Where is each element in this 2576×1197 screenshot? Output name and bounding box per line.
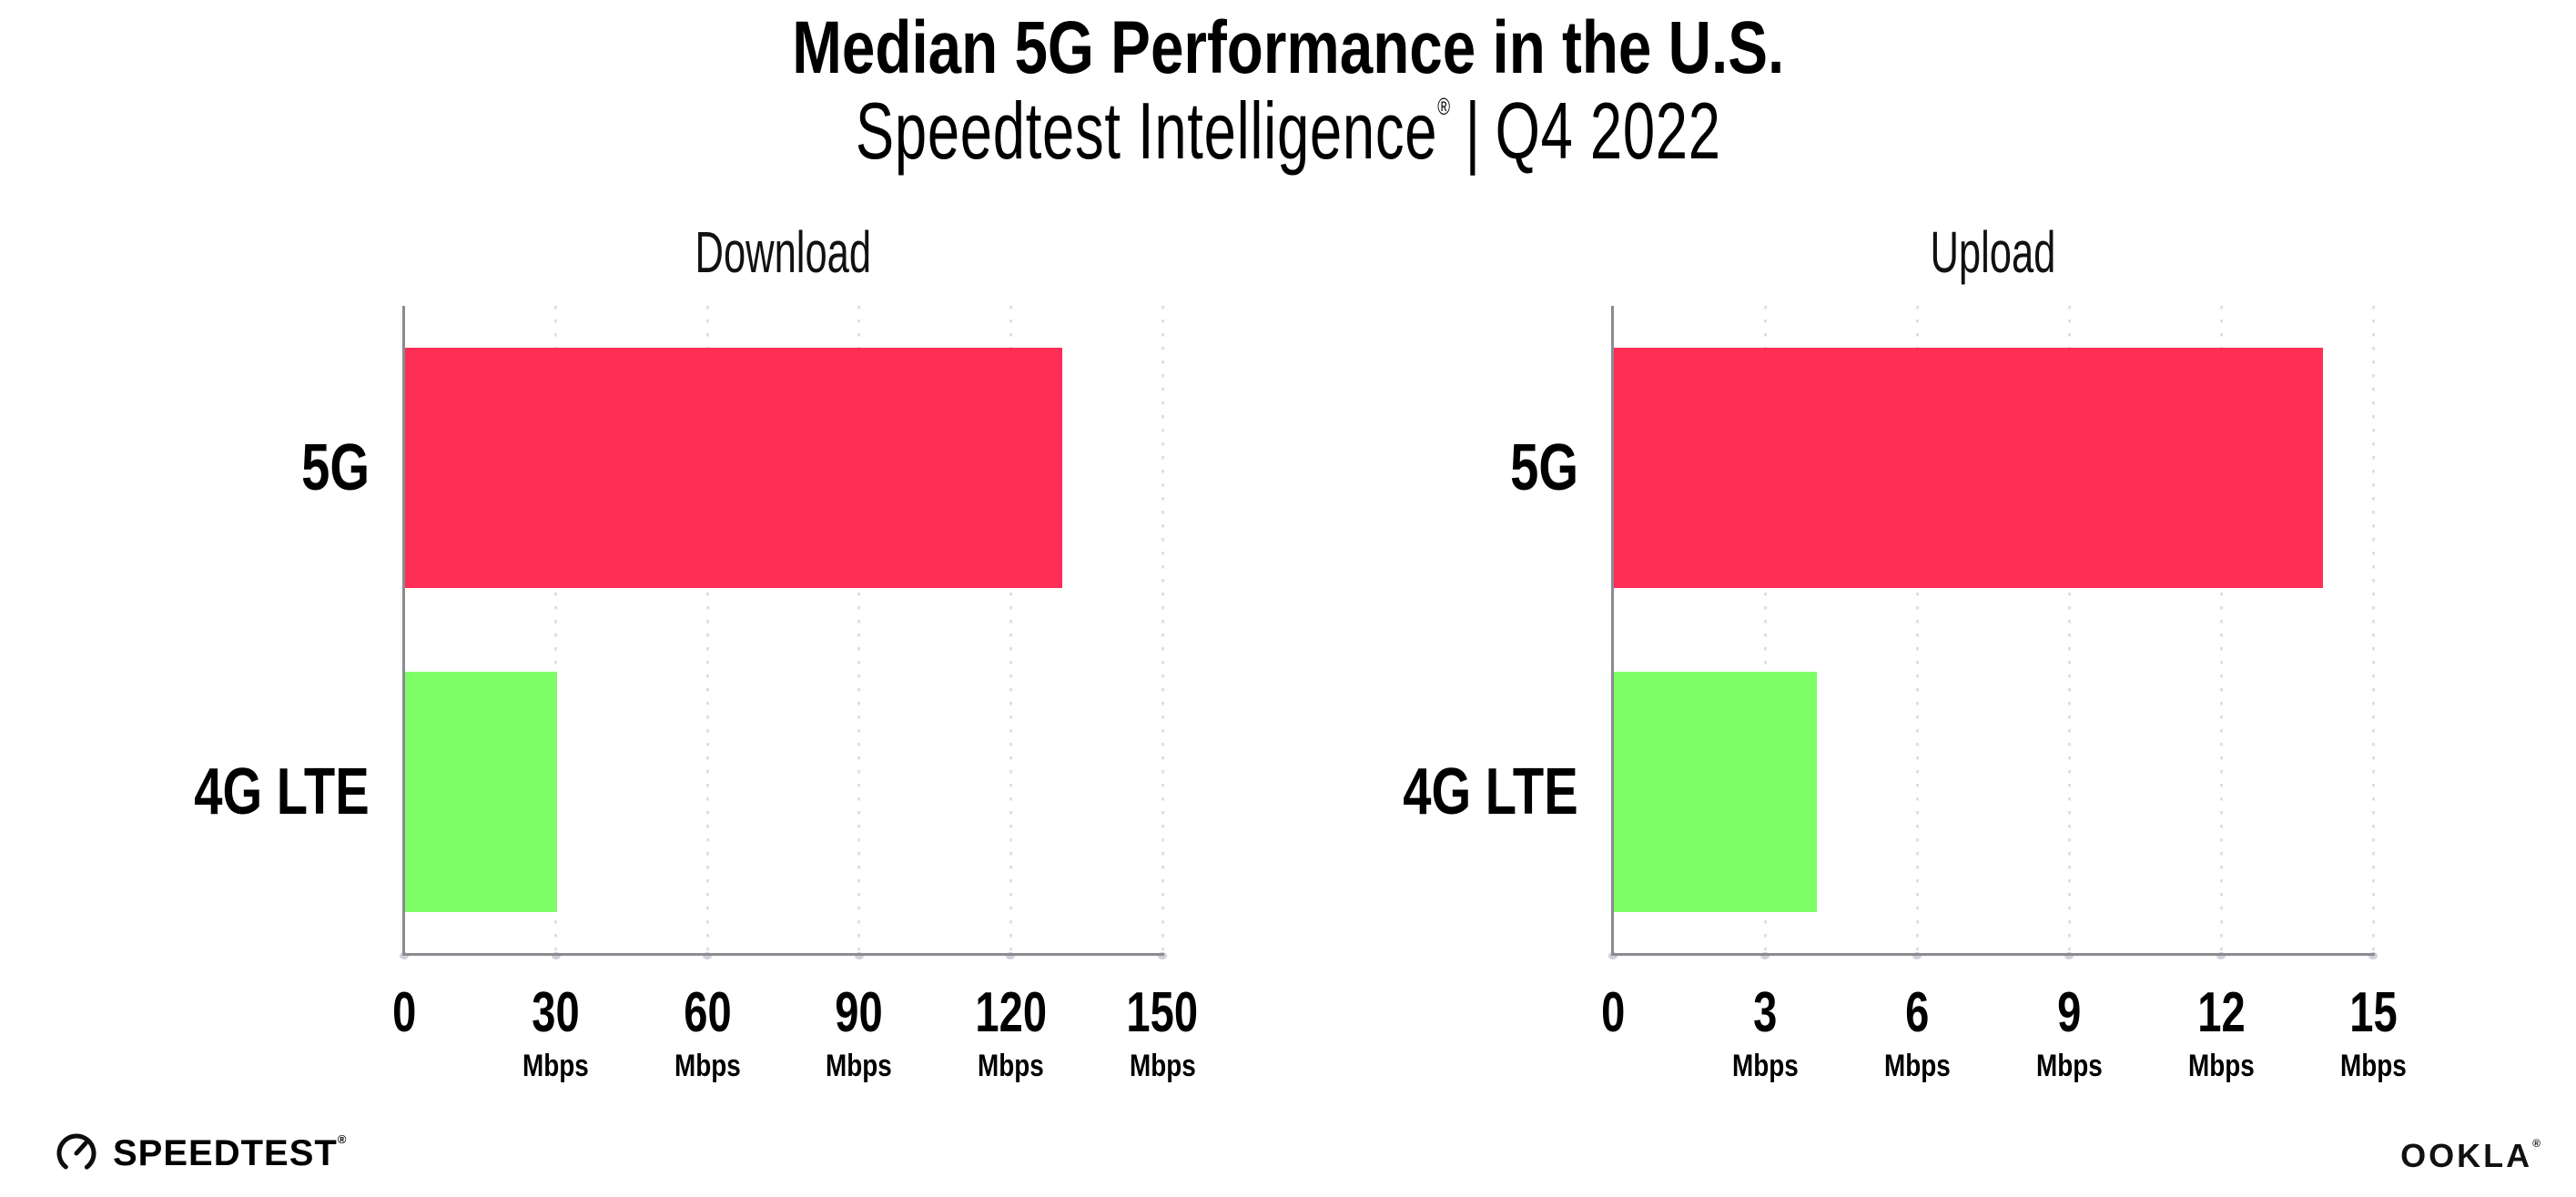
x-tick-label: 0 — [391, 981, 417, 1044]
axis-tick-dot — [400, 952, 409, 959]
upload-x-axis — [1611, 953, 2375, 956]
download-panel-title: Download — [695, 219, 872, 285]
gridline — [857, 306, 861, 954]
gridline — [1161, 306, 1164, 954]
axis-tick-dot — [2216, 952, 2226, 959]
registered-mark-icon: ® — [337, 1132, 348, 1146]
axis-tick-dot — [1006, 952, 1016, 959]
category-label-5g: 5G — [301, 431, 370, 504]
chart-title-text: Median 5G Performance in the U.S. — [792, 6, 1784, 89]
axis-tick-dot — [1760, 952, 1770, 959]
download-plot: Download 0 30 Mbps 60 Mbps 90 Mbps 120 Mbps 150 Mb… — [195, 219, 1199, 1081]
axis-tick-dot — [1912, 952, 1922, 959]
axis-tick-dot — [2368, 952, 2378, 959]
x-tick-label: 30 Mbps — [522, 981, 589, 1083]
x-tick-label: 120 Mbps — [975, 981, 1047, 1083]
axis-tick-dot — [1158, 952, 1167, 959]
ookla-wordmark: OOKLA — [2400, 1137, 2533, 1174]
registered-mark-icon: ® — [2532, 1137, 2543, 1150]
speedtest-gauge-icon — [56, 1133, 96, 1173]
category-label-5g: 5G — [1510, 431, 1578, 504]
bar-4g-lte-download — [405, 672, 557, 912]
bar-4g-lte-upload — [1614, 672, 1817, 912]
gridline — [1763, 306, 1767, 954]
gridline — [2067, 306, 2071, 954]
chart-title: Median 5G Performance in the U.S. — [0, 6, 2576, 89]
gridline — [1915, 306, 1919, 954]
axis-tick-dot — [1608, 952, 1618, 959]
x-tick-label: 90 Mbps — [826, 981, 893, 1083]
registered-mark-icon: ® — [1436, 93, 1451, 120]
download-x-axis — [402, 953, 1164, 956]
axis-tick-dot — [2064, 952, 2074, 959]
x-tick-label: 150 Mbps — [1126, 981, 1199, 1083]
download-y-axis — [402, 306, 405, 954]
x-tick-label: 15 Mbps — [2339, 981, 2407, 1083]
x-tick-label: 60 Mbps — [674, 981, 741, 1083]
subtitle-period: Q4 2022 — [1495, 86, 1721, 176]
category-label-4g-lte: 4G LTE — [194, 756, 370, 828]
speedtest-wordmark: SPEEDTEST® — [113, 1132, 348, 1173]
gridline — [1009, 306, 1012, 954]
axis-tick-dot — [854, 952, 864, 959]
category-label-4g-lte: 4G LTE — [1403, 756, 1578, 828]
bar-5g-download — [405, 348, 1062, 588]
axis-tick-dot — [703, 952, 713, 959]
ookla-logo: OOKLA® — [2400, 1137, 2543, 1174]
upload-panel-title: Upload — [1930, 219, 2056, 285]
upload-y-axis — [1611, 306, 1614, 954]
gridline — [705, 306, 709, 954]
gridline — [2219, 306, 2223, 954]
bar-5g-upload — [1614, 348, 2324, 588]
speedtest-logo: SPEEDTEST® — [55, 1131, 347, 1175]
x-tick-label: 3 Mbps — [1731, 981, 1799, 1083]
chart-subtitle: Speedtest Intelligence® | Q4 2022 — [0, 86, 2576, 176]
x-tick-label: 6 Mbps — [1883, 981, 1951, 1083]
subtitle-brand: Speedtest Intelligence — [855, 86, 1437, 176]
gridline — [554, 306, 558, 954]
gridline — [2371, 306, 2375, 954]
x-tick-label: 12 Mbps — [2187, 981, 2255, 1083]
subtitle-divider: | — [1465, 86, 1481, 176]
upload-plot: Upload 0 3 Mbps 6 Mbps 9 Mbps 12 Mbps 15 Mbps 5G 4G … — [1404, 219, 2407, 1081]
axis-tick-dot — [551, 952, 561, 959]
x-tick-label: 9 Mbps — [2035, 981, 2103, 1083]
x-tick-label: 0 — [1600, 981, 1626, 1044]
